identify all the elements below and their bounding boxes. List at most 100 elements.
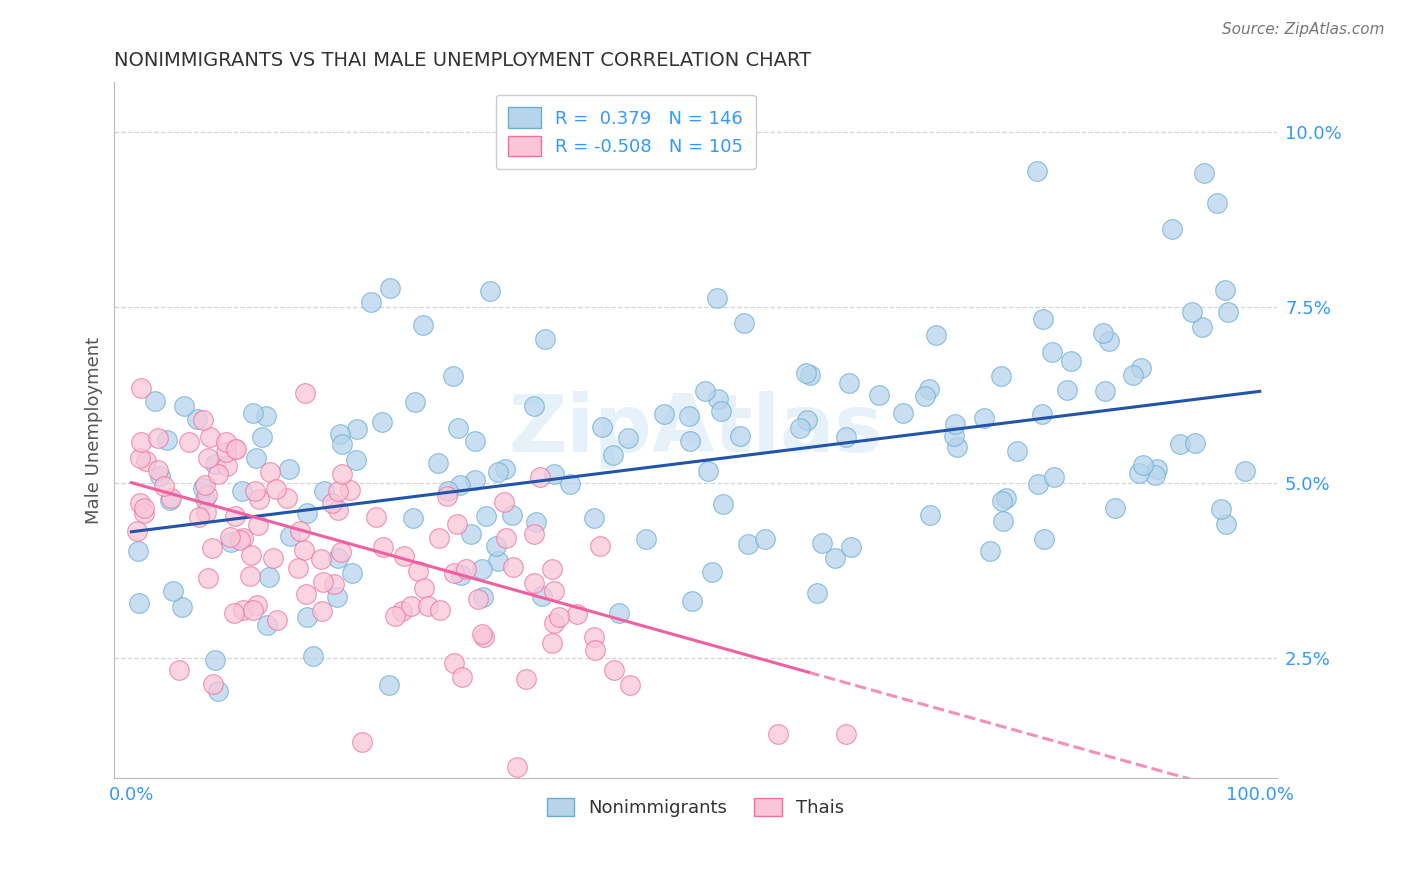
Point: [330, 545, 353, 559]
Point: [437, 484, 460, 499]
Point: [990, 493, 1012, 508]
Point: [197, 571, 219, 585]
Point: [195, 505, 218, 519]
Point: [378, 281, 401, 295]
Point: [287, 561, 309, 575]
Point: [302, 649, 325, 664]
Point: [412, 318, 434, 332]
Point: [488, 553, 510, 567]
Point: [1025, 163, 1047, 178]
Point: [443, 657, 465, 671]
Point: [1026, 477, 1049, 491]
Point: [766, 727, 789, 741]
Point: [443, 566, 465, 580]
Point: [280, 529, 302, 543]
Point: [342, 566, 364, 580]
Point: [543, 467, 565, 481]
Point: [311, 604, 333, 618]
Point: [450, 567, 472, 582]
Point: [995, 491, 1018, 505]
Point: [156, 434, 179, 448]
Point: [292, 543, 315, 558]
Point: [523, 576, 546, 591]
Point: [1180, 305, 1202, 319]
Point: [297, 506, 319, 520]
Point: [149, 469, 172, 483]
Point: [195, 488, 218, 502]
Point: [454, 562, 477, 576]
Point: [893, 406, 915, 420]
Point: [973, 411, 995, 425]
Point: [810, 536, 832, 550]
Point: [321, 496, 343, 510]
Point: [794, 366, 817, 380]
Point: [1146, 462, 1168, 476]
Point: [979, 543, 1001, 558]
Point: [678, 409, 700, 423]
Point: [733, 316, 755, 330]
Point: [219, 534, 242, 549]
Point: [257, 570, 280, 584]
Point: [1040, 345, 1063, 359]
Point: [215, 444, 238, 458]
Point: [309, 551, 332, 566]
Point: [262, 551, 284, 566]
Point: [583, 631, 606, 645]
Point: [247, 518, 270, 533]
Point: [607, 606, 630, 620]
Point: [160, 491, 183, 505]
Point: [427, 532, 450, 546]
Point: [681, 593, 703, 607]
Point: [173, 399, 195, 413]
Point: [707, 392, 730, 406]
Point: [789, 421, 811, 435]
Point: [429, 602, 451, 616]
Point: [215, 459, 238, 474]
Point: [245, 451, 267, 466]
Point: [1206, 195, 1229, 210]
Point: [162, 584, 184, 599]
Point: [364, 510, 387, 524]
Point: [132, 506, 155, 520]
Point: [1032, 311, 1054, 326]
Point: [259, 465, 281, 479]
Point: [602, 448, 624, 462]
Point: [634, 533, 657, 547]
Point: [447, 421, 470, 435]
Point: [1043, 470, 1066, 484]
Point: [247, 491, 270, 506]
Point: [426, 456, 449, 470]
Point: [523, 527, 546, 541]
Point: [330, 467, 353, 481]
Point: [737, 537, 759, 551]
Point: [565, 607, 588, 622]
Point: [540, 562, 562, 576]
Point: [541, 635, 564, 649]
Point: [177, 434, 200, 449]
Point: [167, 664, 190, 678]
Point: [558, 477, 581, 491]
Point: [501, 508, 523, 522]
Point: [399, 599, 422, 614]
Point: [495, 531, 517, 545]
Point: [312, 483, 335, 498]
Point: [1104, 500, 1126, 515]
Point: [239, 568, 262, 582]
Point: [288, 524, 311, 538]
Point: [204, 653, 226, 667]
Point: [418, 599, 440, 614]
Point: [401, 511, 423, 525]
Point: [706, 291, 728, 305]
Point: [835, 727, 858, 741]
Point: [134, 501, 156, 516]
Point: [256, 617, 278, 632]
Point: [475, 509, 498, 524]
Point: [297, 609, 319, 624]
Point: [339, 483, 361, 498]
Point: [617, 431, 640, 445]
Point: [224, 442, 246, 456]
Point: [229, 533, 252, 547]
Point: [868, 388, 890, 402]
Point: [129, 450, 152, 465]
Point: [991, 514, 1014, 528]
